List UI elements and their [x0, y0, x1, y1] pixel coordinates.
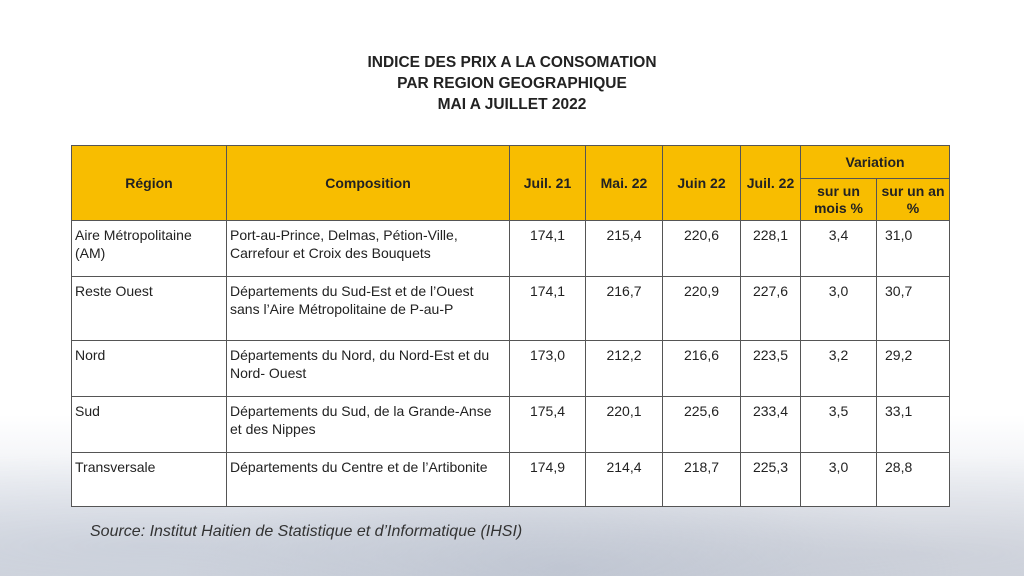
cell-jul21: 175,4: [509, 396, 586, 453]
cell-mai22: 220,1: [585, 396, 663, 453]
cell-var-year: 28,8: [875, 452, 951, 507]
header-jul22: Juil. 22: [740, 145, 801, 221]
cell-var-month: 3,2: [800, 340, 877, 397]
table-body: Aire Métropolitaine (AM) Port-au-Prince, …: [71, 220, 951, 507]
cell-jun22: 225,6: [662, 396, 741, 453]
cell-jul21: 174,1: [509, 220, 586, 277]
source-note: Source: Institut Haitien de Statistique …: [90, 523, 523, 540]
cell-jul21: 174,1: [509, 276, 586, 341]
cell-var-year: 29,2: [875, 340, 951, 397]
cell-region: Transversale: [71, 452, 227, 507]
header-var-month: sur un mois %: [800, 178, 877, 221]
cell-var-year: 30,7: [875, 276, 951, 341]
header-jun22: Juin 22: [662, 145, 741, 221]
cell-jul21: 174,9: [509, 452, 586, 507]
cell-jul22: 227,6: [740, 276, 801, 341]
header-region: Région: [71, 145, 227, 221]
header-var-year: sur un an %: [875, 178, 951, 221]
cell-jun22: 220,9: [662, 276, 741, 341]
table-row: Transversale Départements du Centre et de…: [71, 452, 951, 507]
cell-composition: Port-au-Prince, Delmas, Pétion-Ville, Ca…: [226, 220, 510, 277]
header-composition: Composition: [226, 145, 510, 221]
cell-jul22: 233,4: [740, 396, 801, 453]
table-row: Aire Métropolitaine (AM) Port-au-Prince, …: [71, 220, 951, 277]
cell-jun22: 218,7: [662, 452, 741, 507]
cell-jul22: 228,1: [740, 220, 801, 277]
cell-mai22: 215,4: [585, 220, 663, 277]
cell-var-year: 33,1: [875, 396, 951, 453]
cell-composition: Départements du Centre et de l’Artibonit…: [226, 452, 510, 507]
header-variation: Variation: [799, 145, 951, 179]
cell-composition: Départements du Nord, du Nord-Est et du …: [226, 340, 510, 397]
cell-var-year: 31,0: [875, 220, 951, 277]
cell-var-month: 3,0: [800, 276, 877, 341]
cell-region: Reste Ouest: [71, 276, 227, 341]
cell-jul22: 223,5: [740, 340, 801, 397]
cell-mai22: 214,4: [585, 452, 663, 507]
cell-composition: Départements du Sud-Est et de l’Ouest sa…: [226, 276, 510, 341]
cell-composition: Départements du Sud, de la Grande-Anse e…: [226, 396, 510, 453]
cell-var-month: 3,0: [800, 452, 877, 507]
table-row: Reste Ouest Départements du Sud-Est et de…: [71, 276, 951, 341]
cell-region: Nord: [71, 340, 227, 397]
cell-jul21: 173,0: [509, 340, 586, 397]
title-line-1: INDICE DES PRIX A LA CONSOMATION: [367, 54, 657, 71]
header-jul21: Juil. 21: [509, 145, 586, 221]
title-line-3: MAI A JUILLET 2022: [437, 96, 587, 113]
cell-region: Aire Métropolitaine (AM): [71, 220, 227, 277]
table-row: Nord Départements du Nord, du Nord-Est et…: [71, 340, 951, 397]
cell-jun22: 220,6: [662, 220, 741, 277]
cell-var-month: 3,5: [800, 396, 877, 453]
cell-mai22: 216,7: [585, 276, 663, 341]
header-mai22: Mai. 22: [585, 145, 663, 221]
cell-jul22: 225,3: [740, 452, 801, 507]
page-title: INDICE DES PRIX A LA CONSOMATION PAR REG…: [0, 52, 1024, 115]
table-row: Sud Départements du Sud, de la Grande-Ans…: [71, 396, 951, 453]
cell-jun22: 216,6: [662, 340, 741, 397]
cpi-table: Région Composition Juil. 21 Mai. 22 Juin…: [71, 145, 951, 507]
cell-region: Sud: [71, 396, 227, 453]
cell-var-month: 3,4: [800, 220, 877, 277]
cell-mai22: 212,2: [585, 340, 663, 397]
title-line-2: PAR REGION GEOGRAPHIQUE: [397, 75, 627, 92]
